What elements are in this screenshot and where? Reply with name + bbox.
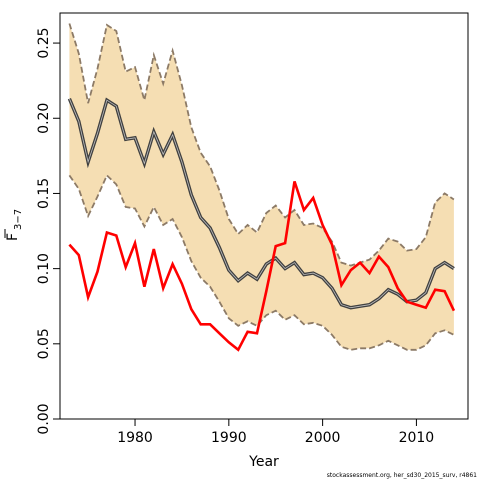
estimate-line-highlight [69,98,455,309]
x-axis: 1980 1990 2000 2010 [117,419,434,446]
confidence-band [69,23,454,350]
y-tick-label: 0.05 [36,328,52,359]
y-axis: 0.00 0.05 0.10 0.15 0.20 0.25 [36,27,60,435]
plot-frame [59,12,469,420]
x-tick-label: 2000 [305,430,341,446]
plot-area [67,23,456,352]
y-tick-label: 0.00 [36,403,52,434]
y-tick-label: 0.10 [36,253,52,284]
y-axis-title-subscript: 3−7 [13,209,24,230]
x-tick-label: 1980 [117,430,153,446]
credit-text: stockassessment.org, her_sd30_2015_surv,… [327,472,477,479]
y-tick-label: 0.15 [36,178,52,209]
x-tick-label: 1990 [211,430,247,446]
lower-bound-line [68,173,455,351]
y-axis-title-main: F [5,233,21,241]
x-axis-title: Year [248,454,279,470]
y-axis-title: F 3−7 [4,209,24,241]
y-tick-label: 0.25 [36,27,52,58]
y-tick-label: 0.20 [36,103,52,134]
comparison-line [68,180,456,352]
x-tick-label: 2010 [399,430,435,446]
